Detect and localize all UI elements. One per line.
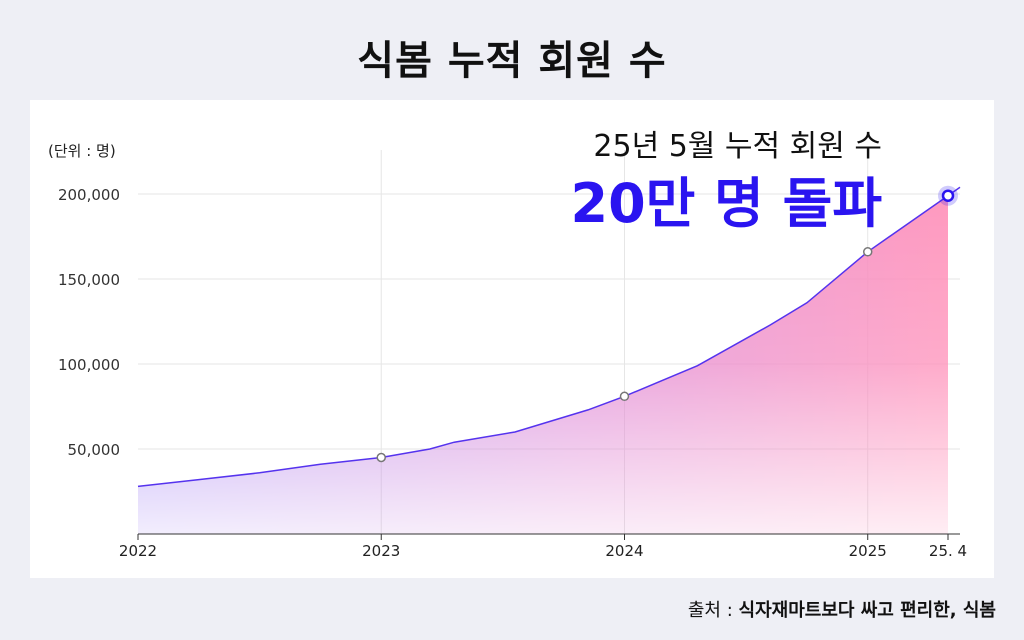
x-tick-label: 2023 — [362, 542, 400, 560]
y-tick-label: 150,000 — [58, 271, 120, 289]
source-note: 출처 : 식자재마트보다 싸고 편리한, 식봄 — [688, 596, 996, 622]
highlight-point — [941, 189, 955, 202]
x-axis-ticks: 2022 2023 2024 2025 25. 4 — [119, 534, 967, 560]
source-label: 출처 : — [687, 600, 739, 621]
unit-label: (단위 : 명) — [48, 142, 116, 160]
data-point — [862, 247, 873, 257]
y-tick-label: 200,000 — [58, 186, 120, 204]
x-tick-label: 2024 — [605, 542, 643, 560]
annotation-line1: 25년 5월 누적 회원 수 — [593, 129, 882, 164]
x-tick-label: 2025 — [849, 542, 887, 560]
data-point — [619, 391, 630, 402]
source-text: 식자재마트보다 싸고 편리한, 식봄 — [738, 600, 996, 621]
y-axis-ticks: 50,000 100,000 150,000 200,000 — [58, 186, 120, 459]
annotation-line2: 20만 명 돌파 — [571, 172, 883, 235]
y-tick-label: 100,000 — [58, 356, 120, 374]
x-tick-label: 2022 — [119, 542, 157, 560]
data-points — [376, 185, 958, 463]
page-title: 식봄 누적 회원 수 — [357, 38, 667, 84]
x-tick-label: 25. 4 — [929, 542, 967, 560]
member-growth-chart: (단위 : 명) 50,000 100,000 150,000 200,000 202… — [48, 129, 967, 560]
area-fill — [138, 195, 948, 534]
y-tick-label: 50,000 — [68, 441, 121, 459]
series-line — [137, 186, 961, 488]
data-point — [376, 452, 386, 463]
chart-panel: (단위 : 명) 50,000 100,000 150,000 200,000 202… — [30, 100, 994, 578]
